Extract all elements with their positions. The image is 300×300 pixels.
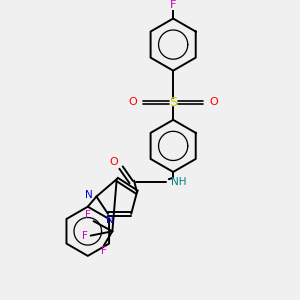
Text: S: S bbox=[169, 96, 177, 109]
Text: F: F bbox=[101, 246, 106, 256]
Text: NH: NH bbox=[171, 177, 187, 187]
Text: N: N bbox=[106, 215, 113, 225]
Text: F: F bbox=[85, 210, 91, 220]
Text: N: N bbox=[85, 190, 93, 200]
Text: O: O bbox=[110, 158, 118, 167]
Text: O: O bbox=[209, 98, 218, 107]
Text: F: F bbox=[170, 0, 176, 10]
Text: O: O bbox=[128, 98, 137, 107]
Text: F: F bbox=[82, 231, 88, 241]
